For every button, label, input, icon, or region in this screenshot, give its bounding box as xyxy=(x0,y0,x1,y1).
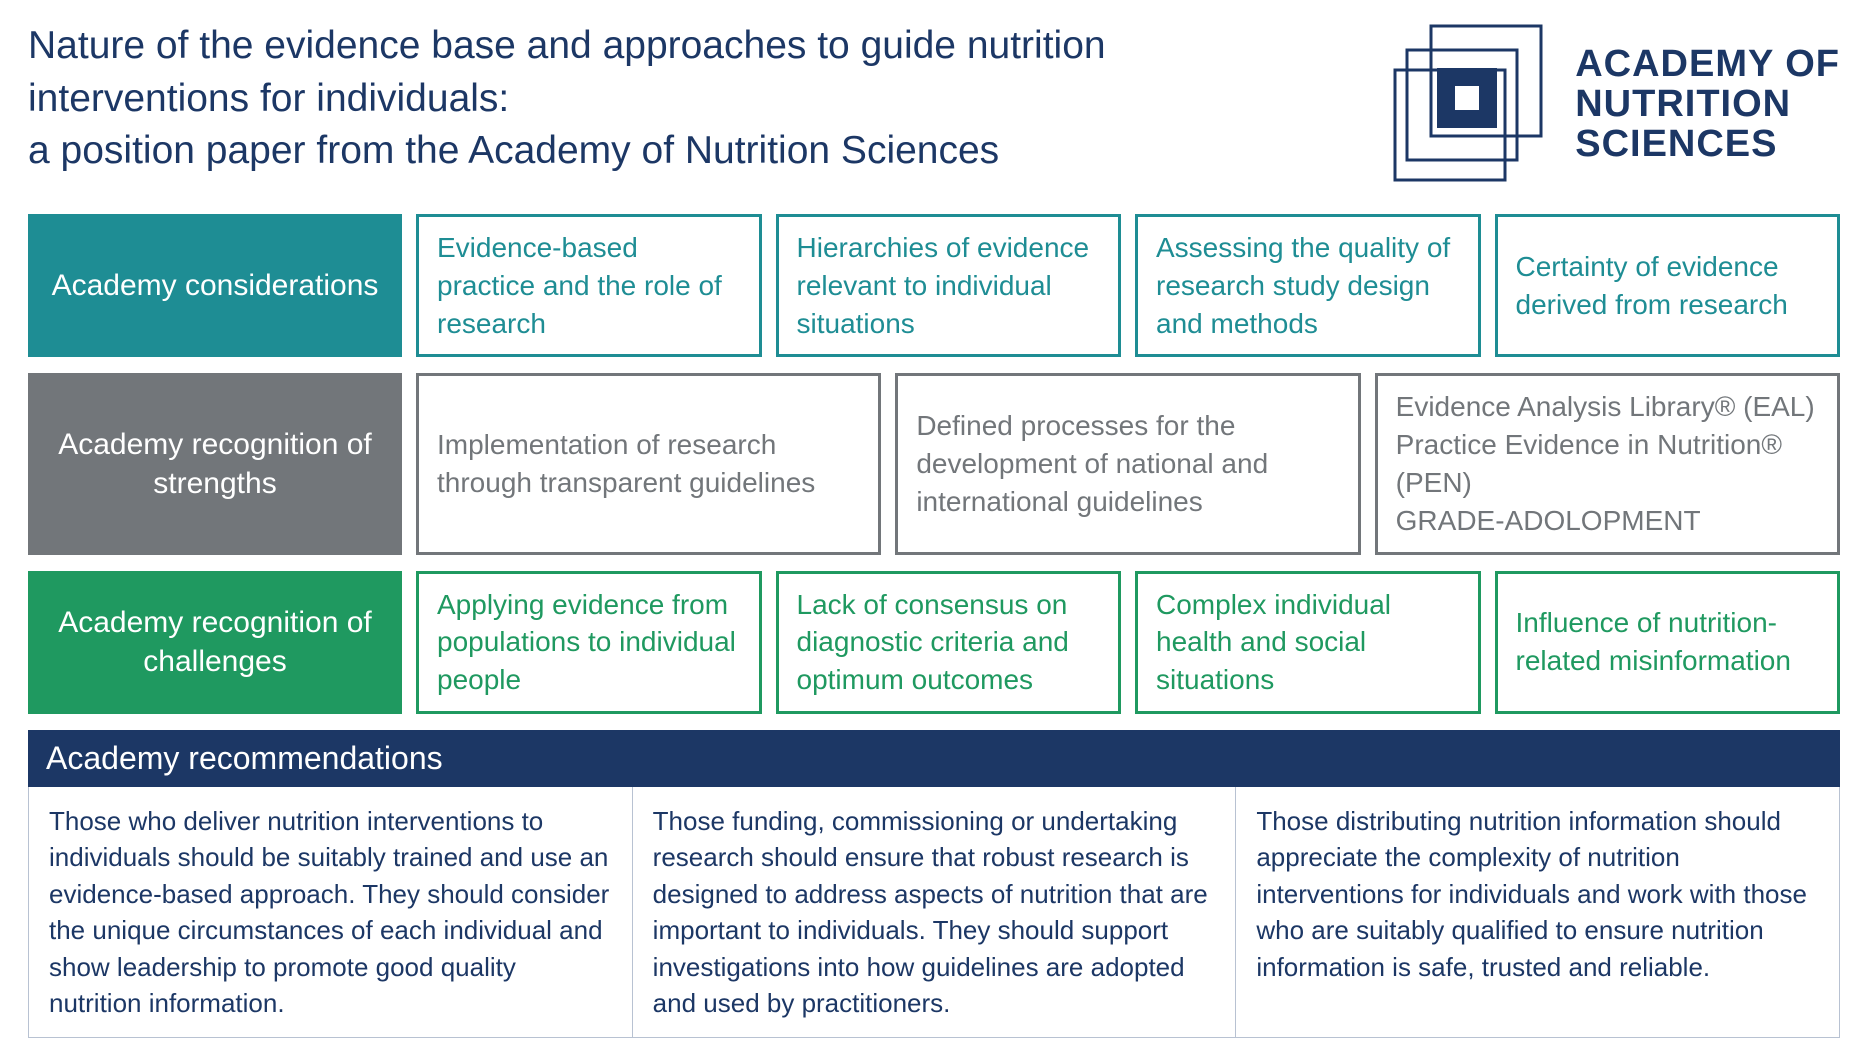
row-label: Academy recognition of challenges xyxy=(28,571,402,714)
recommendation-cell: Those funding, commissioning or undertak… xyxy=(633,787,1237,1038)
cell: Evidence Analysis Library® (EAL)Practice… xyxy=(1375,373,1840,554)
cell: Certainty of evidence derived from resea… xyxy=(1495,214,1841,357)
category-row: Academy recognition of strengthsImplemen… xyxy=(28,373,1840,554)
cell: Evidence-based practice and the role of … xyxy=(416,214,762,357)
row-cells: Evidence-based practice and the role of … xyxy=(416,214,1840,357)
row-label: Academy considerations xyxy=(28,214,402,357)
cell: Lack of consensus on diagnostic criteria… xyxy=(776,571,1122,714)
cell: Influence of nutrition-related misinform… xyxy=(1495,571,1841,714)
cell: Hierarchies of evidence relevant to indi… xyxy=(776,214,1122,357)
cell: Complex individual health and social sit… xyxy=(1135,571,1481,714)
logo-icon xyxy=(1389,20,1559,190)
page-title: Nature of the evidence base and approach… xyxy=(28,20,1228,178)
category-row: Academy considerationsEvidence-based pra… xyxy=(28,214,1840,357)
header: Nature of the evidence base and approach… xyxy=(28,20,1840,190)
logo: ACADEMY OFNUTRITIONSCIENCES xyxy=(1389,20,1840,190)
cell: Applying evidence from populations to in… xyxy=(416,571,762,714)
recommendations-header: Academy recommendations xyxy=(28,730,1840,787)
recommendation-cell: Those who deliver nutrition intervention… xyxy=(29,787,633,1038)
row-label: Academy recognition of strengths xyxy=(28,373,402,554)
category-row: Academy recognition of challengesApplyin… xyxy=(28,571,1840,714)
recommendations-section: Academy recommendations Those who delive… xyxy=(28,730,1840,1038)
logo-text: ACADEMY OFNUTRITIONSCIENCES xyxy=(1575,45,1840,165)
cell: Defined processes for the development of… xyxy=(895,373,1360,554)
row-cells: Implementation of research through trans… xyxy=(416,373,1840,554)
cell: Assessing the quality of research study … xyxy=(1135,214,1481,357)
recommendations-cells: Those who deliver nutrition intervention… xyxy=(28,787,1840,1038)
row-cells: Applying evidence from populations to in… xyxy=(416,571,1840,714)
category-rows: Academy considerationsEvidence-based pra… xyxy=(28,214,1840,714)
cell: Implementation of research through trans… xyxy=(416,373,881,554)
recommendation-cell: Those distributing nutrition information… xyxy=(1236,787,1840,1038)
